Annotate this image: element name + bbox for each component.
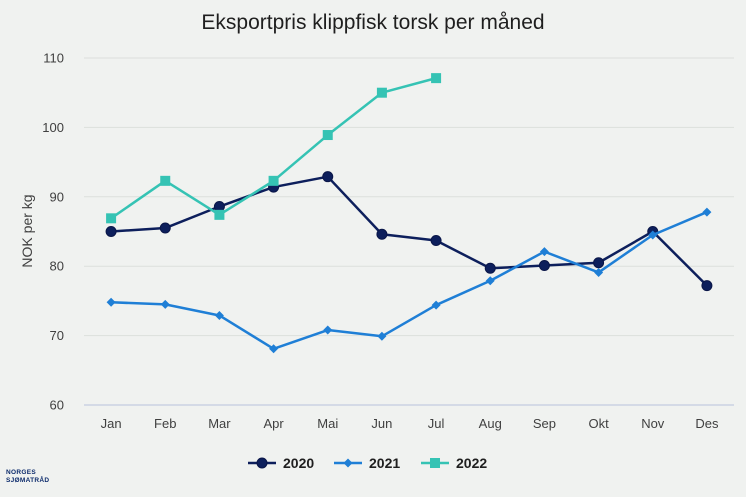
data-point-2022: [214, 209, 225, 220]
series-2020: [105, 171, 713, 292]
legend-item-2020: 2020: [248, 455, 314, 471]
data-point-2022: [431, 73, 442, 84]
y-axis-ticks: 60 70 80 90 100 110: [42, 51, 64, 413]
data-point-2020: [322, 171, 334, 183]
series-line-2020: [111, 175, 708, 287]
data-point-2021: [431, 300, 441, 310]
x-tick-label: Sep: [533, 416, 556, 431]
data-point-2020: [430, 235, 442, 247]
y-tick-label: 90: [50, 189, 64, 204]
norges-sjomatrad-logo: NORGES SJØMATRÅD: [6, 469, 49, 485]
gridlines: [84, 57, 734, 406]
x-tick-label: Jan: [101, 416, 122, 431]
data-point-2020: [376, 228, 388, 240]
logo-line-1: NORGES: [6, 469, 36, 476]
data-point-2020: [105, 226, 117, 237]
x-tick-label: Jul: [428, 416, 445, 431]
x-tick-label: Jun: [371, 416, 392, 431]
chart-title: Eksportpris klippfisk torsk per måned: [201, 11, 544, 34]
y-tick-label: 70: [50, 328, 64, 343]
legend-marker: [430, 458, 440, 468]
x-tick-label: Aug: [479, 416, 502, 431]
x-tick-label: Mai: [317, 416, 338, 431]
x-tick-label: Okt: [588, 416, 609, 431]
legend-item-2021: 2021: [334, 455, 400, 471]
legend-label: 2020: [283, 455, 314, 471]
data-point-2021: [594, 267, 604, 277]
legend-label: 2021: [369, 455, 400, 471]
x-axis-ticks: Jan Feb Mar Apr Mai Jun Jul Aug Sep Okt Nov Des: [101, 416, 719, 431]
data-point-2022: [160, 175, 171, 186]
data-point-2021: [106, 297, 116, 307]
data-point-2021: [323, 325, 333, 335]
data-point-2021: [160, 299, 170, 309]
y-tick-label: 80: [50, 259, 64, 274]
x-tick-label: Apr: [263, 416, 284, 431]
y-tick-label: 100: [42, 120, 64, 135]
data-point-2020: [484, 262, 496, 274]
data-point-2022: [322, 130, 333, 141]
series-group: [105, 73, 713, 354]
data-point-2021: [377, 331, 387, 341]
data-point-2021: [485, 276, 495, 286]
data-point-2022: [106, 213, 117, 224]
data-point-2021: [214, 310, 224, 320]
series-2021: [106, 207, 712, 354]
data-point-2022: [376, 87, 387, 98]
y-axis-label: NOK per kg: [19, 194, 35, 267]
legend-marker: [256, 457, 268, 469]
x-tick-label: Nov: [641, 416, 665, 431]
x-tick-label: Mar: [208, 416, 231, 431]
x-tick-label: Des: [695, 416, 719, 431]
data-point-2021: [648, 230, 658, 240]
data-point-2021: [702, 207, 712, 217]
y-tick-label: 110: [43, 51, 64, 66]
data-point-2020: [538, 260, 550, 272]
data-point-2020: [593, 257, 605, 269]
series-2022: [106, 73, 442, 224]
data-point-2020: [159, 222, 171, 234]
data-point-2021: [539, 247, 549, 257]
x-tick-label: Feb: [154, 416, 176, 431]
logo-line-2: SJØMATRÅD: [6, 477, 50, 484]
y-tick-label: 60: [50, 398, 64, 413]
data-point-2022: [268, 175, 279, 186]
legend-label: 2022: [456, 455, 487, 471]
legend-marker: [343, 458, 353, 468]
legend-item-2022: 2022: [421, 455, 487, 471]
legend: 2020 2021 2022: [248, 455, 487, 471]
series-line-2021: [111, 210, 708, 351]
data-point-2021: [269, 344, 279, 354]
data-point-2020: [701, 280, 713, 292]
